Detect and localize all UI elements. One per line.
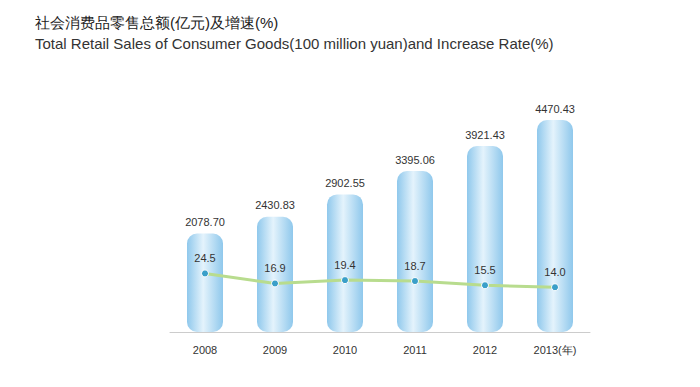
- svg-text:18.7: 18.7: [404, 260, 425, 272]
- svg-text:3921.43: 3921.43: [465, 129, 505, 141]
- svg-text:16.9: 16.9: [264, 262, 285, 274]
- svg-text:3395.06: 3395.06: [395, 154, 435, 166]
- svg-text:14.0: 14.0: [544, 266, 565, 278]
- svg-text:2430.83: 2430.83: [255, 199, 295, 211]
- svg-text:4470.43: 4470.43: [535, 103, 575, 115]
- svg-text:2011: 2011: [403, 344, 427, 356]
- svg-text:2078.70: 2078.70: [185, 216, 225, 228]
- svg-text:2008: 2008: [193, 344, 217, 356]
- svg-text:2013(年): 2013(年): [534, 344, 577, 356]
- svg-text:Total Retail Sales of Consumer: Total Retail Sales of Consumer Goods(100…: [35, 35, 554, 52]
- svg-text:2012: 2012: [473, 344, 497, 356]
- svg-text:15.5: 15.5: [474, 264, 495, 276]
- svg-text:19.4: 19.4: [334, 259, 355, 271]
- svg-text:社会消费品零售总额(亿元)及增速(%): 社会消费品零售总额(亿元)及增速(%): [35, 14, 278, 31]
- svg-text:24.5: 24.5: [194, 252, 215, 264]
- svg-text:2009: 2009: [263, 344, 287, 356]
- svg-text:2010: 2010: [333, 344, 357, 356]
- svg-text:2902.55: 2902.55: [325, 177, 365, 189]
